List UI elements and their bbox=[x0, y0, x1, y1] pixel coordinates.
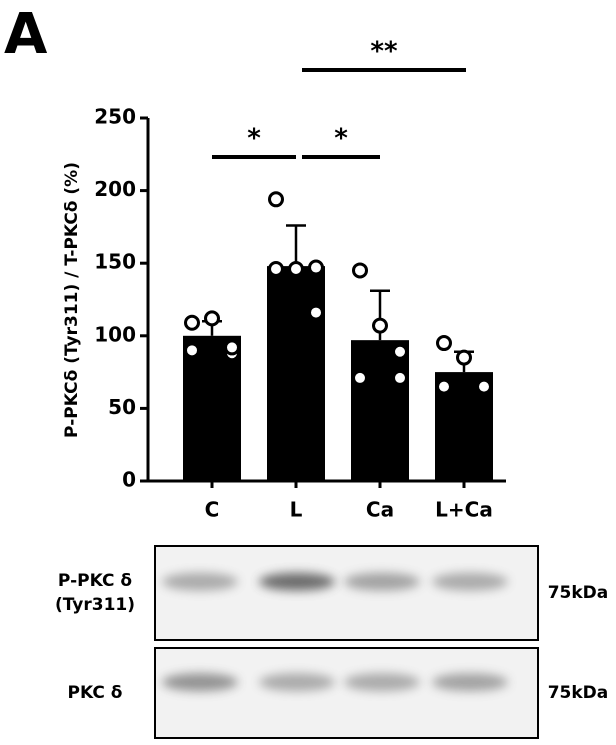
data-point bbox=[436, 335, 452, 352]
data-point bbox=[288, 261, 304, 278]
data-point bbox=[204, 310, 220, 327]
blot-label: (Tyr311) bbox=[55, 595, 135, 615]
x-tick-label: L+Ca bbox=[435, 498, 493, 522]
y-tick-label: 200 bbox=[94, 177, 136, 201]
significance-label: * bbox=[247, 124, 261, 154]
y-tick-label: 100 bbox=[94, 322, 136, 346]
y-tick-label: 50 bbox=[108, 395, 136, 419]
data-point bbox=[436, 378, 452, 395]
data-point bbox=[372, 317, 388, 334]
blot-band bbox=[162, 673, 238, 692]
data-point bbox=[308, 259, 324, 276]
x-tick-label: Ca bbox=[366, 498, 394, 522]
data-point bbox=[392, 343, 408, 360]
blot-label: PKC δ bbox=[68, 683, 123, 703]
blot-band bbox=[162, 572, 238, 591]
blot-band bbox=[259, 572, 335, 591]
data-point bbox=[456, 349, 472, 366]
data-point bbox=[476, 378, 492, 395]
bar bbox=[267, 266, 325, 481]
data-point bbox=[184, 342, 200, 359]
significance-label: ** bbox=[370, 37, 398, 67]
blot-band bbox=[344, 572, 420, 591]
data-point bbox=[308, 304, 324, 321]
blot-size: 75kDa bbox=[548, 683, 609, 703]
significance-label: * bbox=[334, 124, 348, 154]
data-point bbox=[392, 369, 408, 386]
data-point bbox=[224, 339, 240, 356]
bar bbox=[351, 340, 409, 481]
blot-band bbox=[259, 673, 335, 692]
data-point bbox=[184, 314, 200, 331]
data-point bbox=[268, 191, 284, 208]
y-tick-label: 0 bbox=[122, 468, 136, 492]
blot-frame bbox=[154, 545, 539, 641]
data-point bbox=[352, 262, 368, 279]
panel-label: A bbox=[4, 2, 48, 67]
blot-band bbox=[432, 673, 508, 692]
data-point bbox=[352, 369, 368, 386]
data-point bbox=[268, 261, 284, 278]
blot-label: P-PKC δ bbox=[58, 571, 132, 591]
y-axis-label: P-PKCδ (Tyr311) / T-PKCδ (%) bbox=[62, 162, 82, 438]
blot-frame bbox=[154, 647, 539, 739]
x-tick-label: C bbox=[205, 498, 220, 522]
blot-band bbox=[432, 572, 508, 591]
y-tick-label: 150 bbox=[94, 250, 136, 274]
blot-size: 75kDa bbox=[548, 583, 609, 603]
x-tick-label: L bbox=[290, 498, 303, 522]
y-tick-label: 250 bbox=[94, 105, 136, 129]
blot-band bbox=[344, 673, 420, 692]
